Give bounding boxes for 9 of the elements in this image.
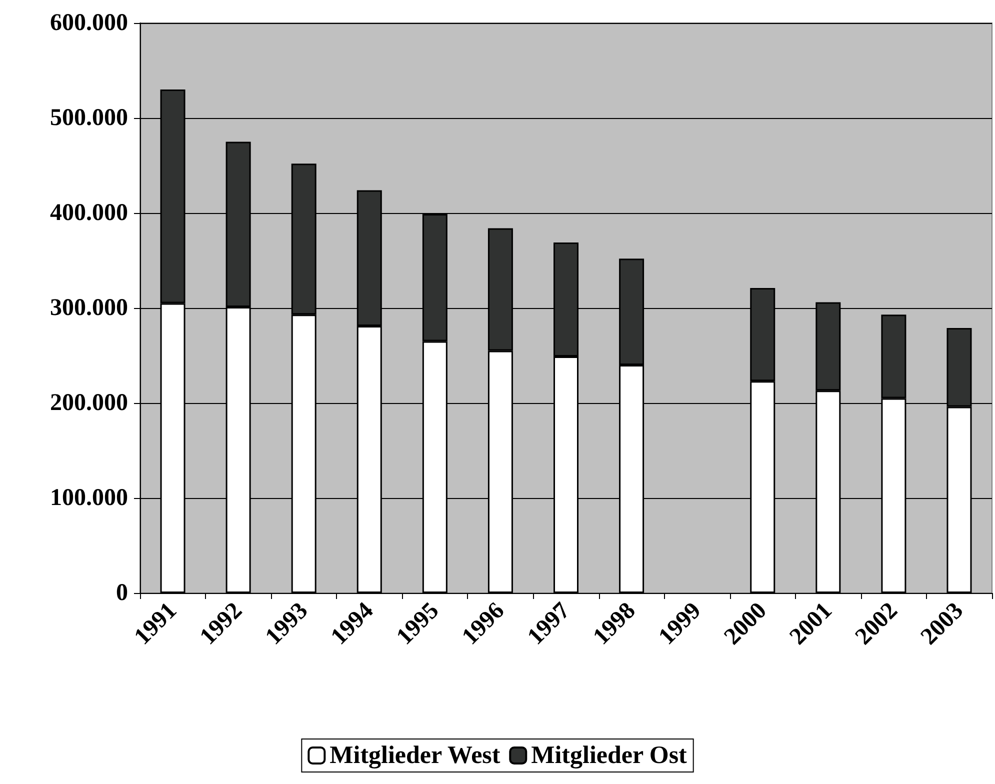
legend-label: Mitglieder Ost bbox=[531, 742, 688, 769]
legend-label: Mitglieder West bbox=[330, 742, 501, 769]
y-tick-label: 100.000 bbox=[50, 485, 128, 511]
y-tick-label: 500.000 bbox=[50, 105, 128, 131]
y-tick-label: 600.000 bbox=[50, 10, 128, 36]
y-tick-label: 0 bbox=[116, 580, 128, 606]
y-tick-label: 200.000 bbox=[50, 390, 128, 416]
y-tick-label: 400.000 bbox=[50, 200, 128, 226]
y-tick-label: 300.000 bbox=[50, 295, 128, 321]
